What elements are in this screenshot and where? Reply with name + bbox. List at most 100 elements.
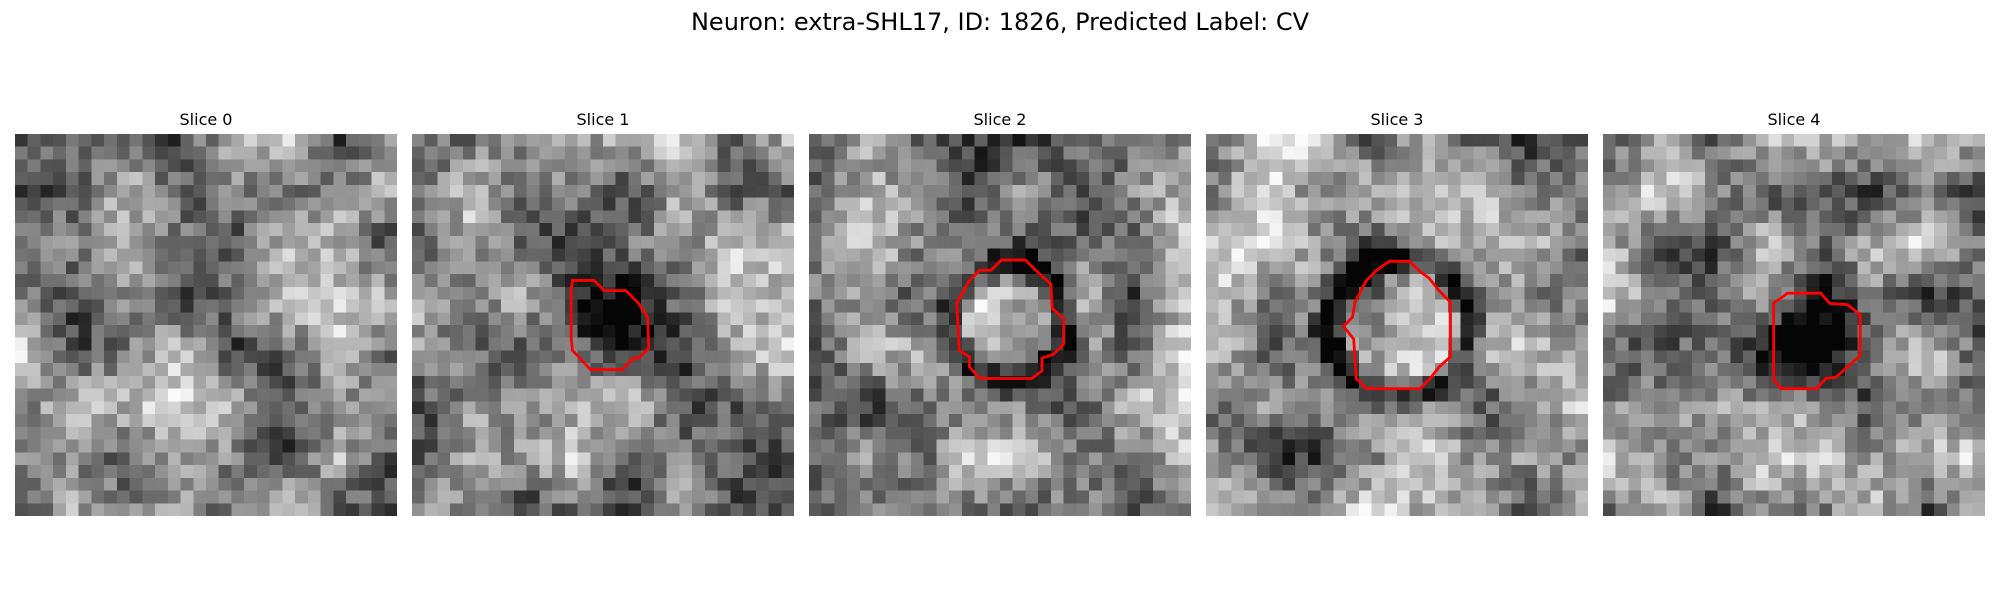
pixel bbox=[755, 286, 769, 300]
pixel bbox=[501, 134, 515, 147]
pixel bbox=[859, 184, 873, 198]
pixel bbox=[333, 210, 347, 224]
pixel bbox=[1127, 363, 1141, 377]
pixel bbox=[1384, 490, 1398, 504]
pixel bbox=[603, 299, 616, 313]
pixel bbox=[231, 286, 245, 300]
pixel bbox=[256, 350, 270, 364]
pixel bbox=[1000, 134, 1013, 147]
pixel bbox=[412, 401, 425, 415]
pixel bbox=[1063, 337, 1077, 351]
pixel bbox=[1755, 172, 1769, 186]
pixel bbox=[564, 223, 578, 237]
pixel bbox=[1127, 452, 1141, 466]
pixel bbox=[1371, 414, 1385, 428]
pixel bbox=[526, 299, 540, 313]
pixel bbox=[679, 197, 693, 211]
pixel bbox=[1486, 184, 1500, 198]
pixel bbox=[1038, 159, 1052, 173]
pixel bbox=[1025, 465, 1039, 479]
pixel bbox=[949, 248, 963, 262]
pixel bbox=[1269, 375, 1283, 389]
pixel bbox=[1307, 210, 1321, 224]
pixel bbox=[1025, 401, 1039, 415]
pixel bbox=[1666, 337, 1680, 351]
pixel bbox=[412, 159, 425, 173]
pixel bbox=[307, 477, 321, 491]
pixel bbox=[1857, 134, 1871, 147]
pixel bbox=[1755, 159, 1769, 173]
pixel bbox=[1206, 426, 1219, 440]
pixel bbox=[1603, 426, 1616, 440]
pixel bbox=[1908, 223, 1922, 237]
pixel bbox=[1371, 439, 1385, 453]
pixel bbox=[539, 274, 553, 288]
pixel bbox=[1562, 426, 1576, 440]
pixel bbox=[1140, 248, 1154, 262]
pixel bbox=[1908, 350, 1922, 364]
pixel bbox=[1755, 274, 1769, 288]
pixel bbox=[615, 503, 629, 516]
pixel bbox=[206, 286, 219, 300]
pixel bbox=[1473, 414, 1487, 428]
pixel bbox=[743, 337, 757, 351]
pixel bbox=[1806, 299, 1820, 313]
pixel bbox=[936, 465, 950, 479]
pixel bbox=[1832, 223, 1846, 237]
pixel bbox=[1641, 350, 1655, 364]
pixel bbox=[129, 350, 143, 364]
pixel bbox=[781, 503, 794, 516]
pixel bbox=[1743, 363, 1757, 377]
pixel bbox=[1038, 388, 1052, 402]
pixel bbox=[1832, 172, 1846, 186]
pixel bbox=[358, 223, 372, 237]
pixel bbox=[269, 312, 283, 326]
pixel bbox=[885, 312, 899, 326]
pixel bbox=[40, 159, 54, 173]
pixel bbox=[501, 274, 515, 288]
pixel bbox=[1384, 184, 1398, 198]
pixel bbox=[1653, 363, 1667, 377]
pixel bbox=[615, 337, 629, 351]
pixel bbox=[1895, 363, 1909, 377]
pixel bbox=[1768, 197, 1782, 211]
pixel bbox=[1256, 210, 1270, 224]
pixel bbox=[590, 426, 604, 440]
pixel bbox=[1218, 312, 1232, 326]
pixel bbox=[768, 159, 782, 173]
pixel bbox=[755, 134, 769, 147]
pixel bbox=[1921, 401, 1935, 415]
pixel bbox=[526, 426, 540, 440]
pixel bbox=[1333, 325, 1347, 338]
pixel bbox=[15, 465, 28, 479]
pixel bbox=[1152, 286, 1166, 300]
pixel bbox=[475, 248, 489, 262]
pixel bbox=[218, 274, 232, 288]
pixel bbox=[821, 312, 835, 326]
pixel bbox=[180, 439, 194, 453]
pixel bbox=[653, 159, 667, 173]
pixel bbox=[15, 414, 28, 428]
pixel bbox=[450, 197, 464, 211]
pixel bbox=[1218, 401, 1232, 415]
pixel bbox=[1320, 325, 1334, 338]
pixel bbox=[462, 388, 476, 402]
pixel bbox=[1653, 452, 1667, 466]
pixel bbox=[1832, 490, 1846, 504]
pixel bbox=[1114, 490, 1128, 504]
pixel bbox=[129, 184, 143, 198]
pixel bbox=[1628, 490, 1642, 504]
pixel bbox=[564, 363, 578, 377]
pixel bbox=[231, 414, 245, 428]
pixel bbox=[424, 146, 438, 160]
pixel bbox=[295, 414, 309, 428]
pixel bbox=[1358, 248, 1372, 262]
pixel bbox=[437, 210, 451, 224]
pixel bbox=[603, 134, 616, 147]
pixel bbox=[1063, 299, 1077, 313]
pixel bbox=[1063, 210, 1077, 224]
pixel bbox=[167, 197, 181, 211]
pixel bbox=[155, 439, 169, 453]
pixel bbox=[949, 261, 963, 275]
pixel bbox=[1575, 388, 1588, 402]
